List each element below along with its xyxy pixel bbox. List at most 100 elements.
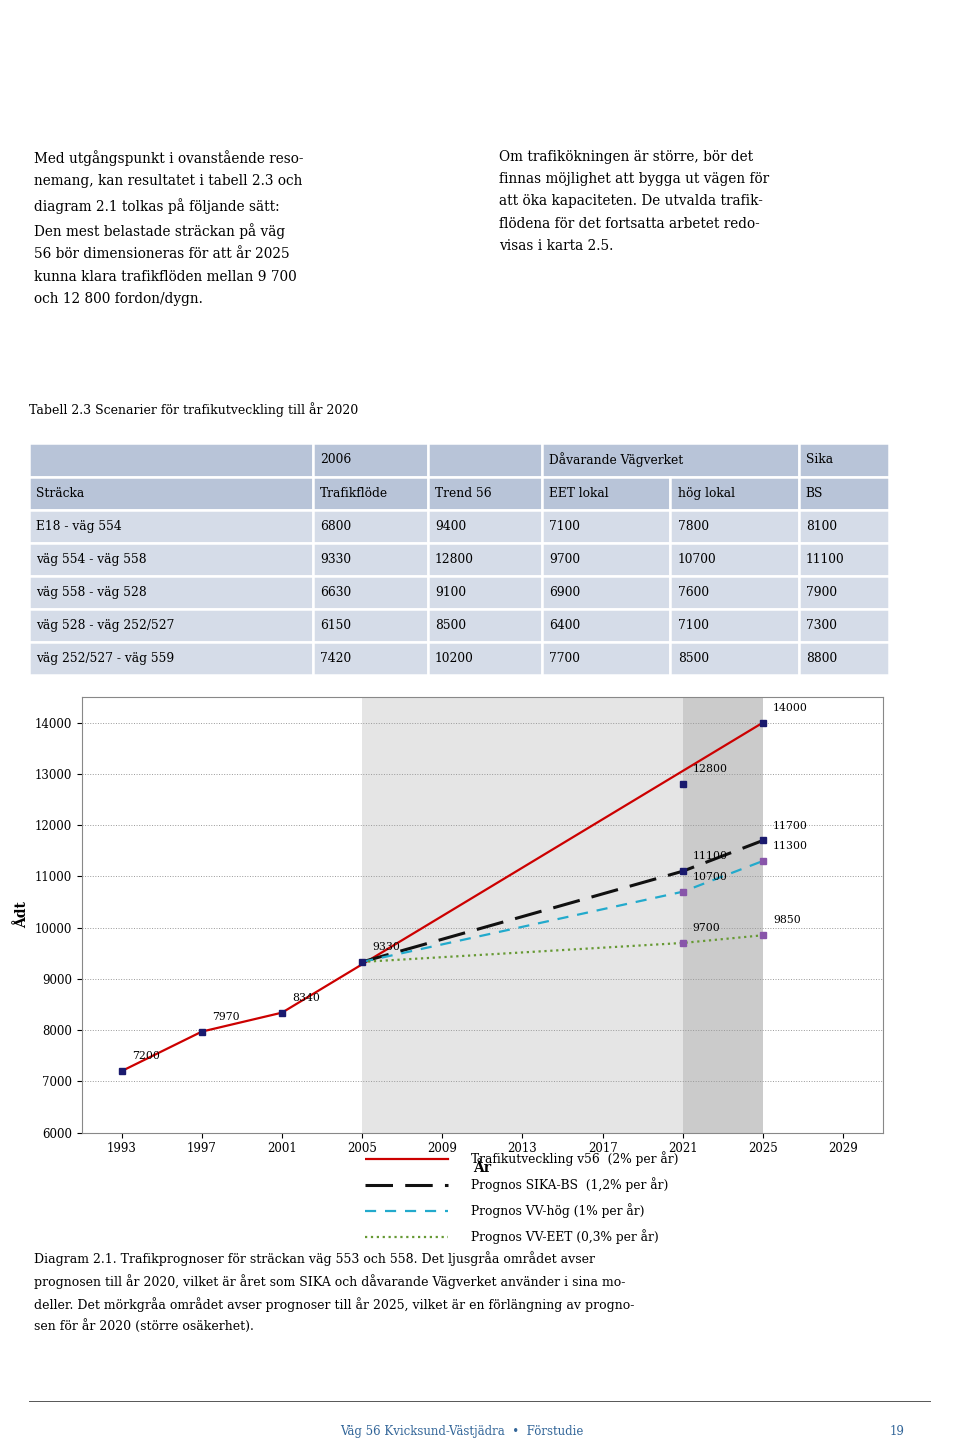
Text: 8800: 8800 [805, 652, 837, 665]
Text: 9400: 9400 [435, 520, 467, 533]
Text: 9330: 9330 [372, 942, 400, 953]
Text: 6150: 6150 [321, 619, 351, 632]
Bar [799, 443, 889, 476]
Text: 7700: 7700 [549, 652, 581, 665]
Text: Om trafikökningen är större, bör det
finnas möjlighet att bygga ut vägen för
att: Om trafikökningen är större, bör det fin… [499, 150, 769, 253]
Text: E18 - väg 554: E18 - väg 554 [36, 520, 122, 533]
Text: Tabell 2.3 Scenarier för trafikutveckling till år 2020: Tabell 2.3 Scenarier för trafikutvecklin… [29, 402, 358, 417]
Bar [542, 443, 799, 476]
Text: Sträcka: Sträcka [36, 486, 84, 499]
Text: 7600: 7600 [678, 587, 708, 598]
Bar [542, 608, 670, 642]
Bar [670, 642, 799, 675]
Text: 7100: 7100 [549, 520, 581, 533]
Text: Med utgångspunkt i ovanstående reso-
nemang, kan resultatet i tabell 2.3 och
dia: Med utgångspunkt i ovanstående reso- nem… [34, 150, 303, 306]
Bar [427, 642, 542, 675]
Bar [313, 476, 427, 510]
Bar [799, 543, 889, 576]
Text: EET lokal: EET lokal [549, 486, 609, 499]
Bar [313, 543, 427, 576]
Y-axis label: Ådt: Ådt [15, 902, 29, 928]
Text: Prognos SIKA-BS  (1,2% per år): Prognos SIKA-BS (1,2% per år) [470, 1178, 668, 1192]
Bar [683, 697, 763, 1133]
Bar [799, 476, 889, 510]
Text: 10200: 10200 [435, 652, 473, 665]
Text: 10700: 10700 [693, 871, 728, 881]
Text: 9330: 9330 [321, 553, 351, 566]
Text: 7200: 7200 [132, 1051, 159, 1061]
Bar [29, 443, 313, 476]
Text: 7800: 7800 [678, 520, 708, 533]
Text: väg 252/527 - väg 559: väg 252/527 - väg 559 [36, 652, 175, 665]
Bar [542, 510, 670, 543]
Bar [313, 642, 427, 675]
Text: 9700: 9700 [693, 923, 721, 934]
Text: Prognos VV-hög (1% per år): Prognos VV-hög (1% per år) [470, 1204, 644, 1218]
Text: väg 558 - väg 528: väg 558 - väg 528 [36, 587, 147, 598]
Bar [313, 510, 427, 543]
Bar [799, 510, 889, 543]
Text: 6800: 6800 [321, 520, 351, 533]
Bar [542, 642, 670, 675]
Text: 9700: 9700 [549, 553, 581, 566]
Text: 7900: 7900 [805, 587, 837, 598]
Text: Trafikflöde: Trafikflöde [321, 486, 389, 499]
Text: 9100: 9100 [435, 587, 466, 598]
Bar [427, 543, 542, 576]
Bar [799, 576, 889, 608]
Bar [542, 543, 670, 576]
Bar [29, 543, 313, 576]
Bar [427, 476, 542, 510]
Text: Trafikutveckling v56  (2% per år): Trafikutveckling v56 (2% per år) [470, 1151, 678, 1166]
Text: 11300: 11300 [773, 841, 808, 851]
Bar [670, 576, 799, 608]
Text: 11100: 11100 [805, 553, 845, 566]
X-axis label: År: År [473, 1160, 492, 1175]
Bar [313, 608, 427, 642]
Text: väg 528 - väg 252/527: väg 528 - väg 252/527 [36, 619, 175, 632]
Text: 12800: 12800 [693, 764, 728, 774]
Text: 12800: 12800 [435, 553, 474, 566]
Text: 9850: 9850 [773, 915, 801, 925]
Bar [362, 697, 683, 1133]
Text: hög lokal: hög lokal [678, 486, 734, 499]
Bar [29, 608, 313, 642]
Text: Diagram 2.1. Trafikprognoser för sträckan väg 553 och 558. Det ljusgråa området : Diagram 2.1. Trafikprognoser för sträcka… [34, 1252, 634, 1333]
Text: 8500: 8500 [435, 619, 466, 632]
Text: 7970: 7970 [212, 1012, 239, 1022]
Bar [670, 543, 799, 576]
Text: 8100: 8100 [805, 520, 837, 533]
Text: BS: BS [805, 486, 823, 499]
Bar [542, 576, 670, 608]
Text: Sika: Sika [805, 453, 833, 466]
Text: 6630: 6630 [321, 587, 351, 598]
Text: 8340: 8340 [292, 993, 320, 1003]
Text: väg 554 - väg 558: väg 554 - väg 558 [36, 553, 147, 566]
Bar [799, 642, 889, 675]
Bar [427, 443, 542, 476]
Text: 6900: 6900 [549, 587, 581, 598]
Bar [670, 476, 799, 510]
Text: 19: 19 [889, 1424, 904, 1437]
Bar [670, 608, 799, 642]
Bar [799, 608, 889, 642]
Text: 2006: 2006 [321, 453, 351, 466]
Bar [29, 642, 313, 675]
Text: Trend 56: Trend 56 [435, 486, 492, 499]
Bar [29, 576, 313, 608]
Text: Väg 56 Kvicksund-Västjädra  •  Förstudie: Väg 56 Kvicksund-Västjädra • Förstudie [340, 1424, 584, 1437]
Text: 7300: 7300 [805, 619, 837, 632]
Bar [313, 576, 427, 608]
Bar [29, 476, 313, 510]
Text: 14000: 14000 [773, 703, 808, 713]
Bar [427, 608, 542, 642]
Text: 7100: 7100 [678, 619, 708, 632]
Bar [427, 576, 542, 608]
Bar [427, 510, 542, 543]
Bar [670, 510, 799, 543]
Text: 6400: 6400 [549, 619, 581, 632]
Text: 10700: 10700 [678, 553, 716, 566]
Text: 11100: 11100 [693, 851, 728, 861]
Bar [29, 510, 313, 543]
Bar [313, 443, 427, 476]
